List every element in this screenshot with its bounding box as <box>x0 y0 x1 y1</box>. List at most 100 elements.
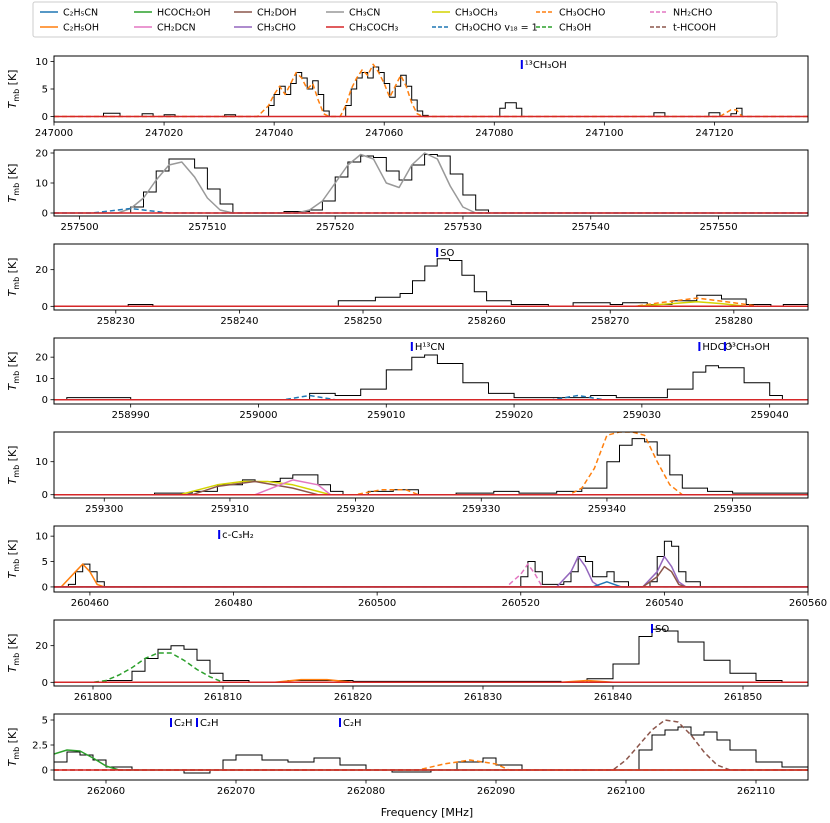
legend-label: C₂H₅CN <box>63 8 98 19</box>
legend-entry: CH₃CHO <box>234 23 296 34</box>
y-tick-label: 0 <box>42 112 48 123</box>
line-label: c-C₃H₂ <box>222 530 254 541</box>
y-tick-label: 10 <box>35 179 48 190</box>
x-tick-label: 247060 <box>365 128 403 139</box>
x-tick-label: 257510 <box>188 222 226 233</box>
spectra-panels: 247000 247020 247040 247060 247080 247100 2471… <box>6 55 827 797</box>
model-spectrum <box>54 432 808 496</box>
model-spectrum <box>54 759 808 771</box>
panel-frame <box>53 55 809 123</box>
x-tick-label: 258280 <box>715 316 753 327</box>
legend-label: C₂H₅OH <box>63 23 99 34</box>
x-tick-label: 259040 <box>751 410 789 421</box>
model-spectrum <box>54 719 808 771</box>
x-tick-label: 262070 <box>217 786 255 797</box>
x-tick-label: 259000 <box>239 410 277 421</box>
y-axis-label: Tmb [K] <box>6 164 21 203</box>
x-tick-label: 259340 <box>588 504 626 515</box>
x-tick-label: 262090 <box>477 786 515 797</box>
model-spectrum <box>54 565 808 588</box>
y-axis-label: Tmb [K] <box>6 352 21 391</box>
y-tick-label: 5 <box>42 557 48 568</box>
legend-label: CH₃OCHO v₁₈ = 1 <box>455 23 538 34</box>
spectrum-panel: 261800 261810 261820 261830 261840 261850 0 20 T… <box>6 619 809 703</box>
x-tick-label: 260520 <box>502 598 540 609</box>
y-tick-label: 2.5 <box>32 741 48 752</box>
observed-spectrum <box>54 258 808 307</box>
line-label: SO <box>655 624 669 635</box>
panel-frame <box>53 149 809 217</box>
model-spectrum <box>54 652 808 684</box>
legend-label: CH₃CN <box>349 8 380 19</box>
x-tick-label: 259030 <box>623 410 661 421</box>
y-tick-label: 0 <box>42 490 48 501</box>
model-spectrum <box>54 563 808 588</box>
x-tick-label: 247100 <box>585 128 623 139</box>
spectrum-panel: 257500 257510 257520 257530 257540 257550 0 10 2… <box>6 149 809 233</box>
legend-entry: CH₃OH <box>536 23 591 34</box>
y-tick-label: 10 <box>35 457 48 468</box>
x-tick-label: 260540 <box>645 598 683 609</box>
x-tick-label: 262100 <box>607 786 645 797</box>
y-axis-label: Tmb [K] <box>6 70 21 109</box>
x-tick-label: 259350 <box>714 504 752 515</box>
panel-frame <box>53 619 809 687</box>
legend-entry: CH₂DCN <box>134 23 196 34</box>
legend-label: CH₃COCH₃ <box>349 23 398 34</box>
legend-frame <box>32 1 778 38</box>
y-axis-label: Tmb [K] <box>6 258 21 297</box>
y-tick-label: 10 <box>35 532 48 543</box>
x-tick-label: 257550 <box>699 222 737 233</box>
x-tick-label: 259320 <box>337 504 375 515</box>
x-tick-label: 262080 <box>347 786 385 797</box>
model-spectrum <box>54 555 808 588</box>
y-tick-label: 10 <box>35 57 48 68</box>
x-tick-label: 259020 <box>495 410 533 421</box>
line-label: ¹³CH₃OH <box>728 342 770 353</box>
x-tick-label: 258260 <box>468 316 506 327</box>
legend-entry: CH₃COCH₃ <box>326 23 398 34</box>
line-label: C₂H <box>200 718 219 729</box>
spectrum-panel: 259300 259310 259320 259330 259340 259350 0 10 T… <box>6 431 809 515</box>
x-tick-label: 261810 <box>204 692 242 703</box>
y-tick-label: 20 <box>35 265 48 276</box>
panel-frame <box>53 525 809 593</box>
legend-label: CH₃CHO <box>257 23 296 34</box>
observed-spectrum <box>54 628 808 683</box>
x-tick-label: 261830 <box>464 692 502 703</box>
legend-label: t-HCOOH <box>673 23 716 34</box>
x-tick-label: 262110 <box>737 786 775 797</box>
x-tick-label: 260460 <box>71 598 109 609</box>
y-tick-label: 0 <box>42 302 48 313</box>
spectrum-panel: 258990 259000 259010 259020 259030 259040 0 10 2… <box>6 337 809 421</box>
legend-label: NH₂CHO <box>673 8 712 19</box>
panel-frame <box>53 337 809 405</box>
x-tick-label: 247080 <box>475 128 513 139</box>
legend-label: CH₂DCN <box>157 23 196 34</box>
legend-entry: HCOCH₂OH <box>134 8 210 19</box>
line-label: ¹³CH₃OH <box>525 60 567 71</box>
y-tick-label: 5 <box>42 85 48 96</box>
legend-entry: CH₃CN <box>326 8 380 19</box>
x-tick-label: 247000 <box>35 128 73 139</box>
panel-frame <box>53 431 809 499</box>
legend-entry: CH₂DOH <box>234 8 297 19</box>
line-label: C₂H <box>174 718 193 729</box>
y-tick-label: 0 <box>42 582 48 593</box>
x-tick-label: 259330 <box>462 504 500 515</box>
legend-label: CH₃OCH₃ <box>455 8 498 19</box>
x-tick-label: 258240 <box>220 316 258 327</box>
spectrum-panel: 247000 247020 247040 247060 247080 247100 2471… <box>6 55 809 139</box>
legend: C₂H₅CN C₂H₅OH HCOCH₂OH CH₂DCN CH₂DOH CH₃CHO CH… <box>32 1 778 38</box>
x-axis-label: Frequency [MHz] <box>381 806 473 819</box>
legend-entry: t-HCOOH <box>650 23 716 34</box>
model-spectrum <box>54 479 808 496</box>
x-tick-label: 261800 <box>74 692 112 703</box>
observed-spectrum <box>54 438 808 496</box>
y-tick-label: 0 <box>42 209 48 220</box>
legend-entry: CH₃OCHO v₁₈ = 1 <box>432 23 538 34</box>
x-tick-label: 247120 <box>695 128 733 139</box>
y-axis-label: Tmb [K] <box>6 728 21 767</box>
y-axis-label: Tmb [K] <box>6 634 21 673</box>
